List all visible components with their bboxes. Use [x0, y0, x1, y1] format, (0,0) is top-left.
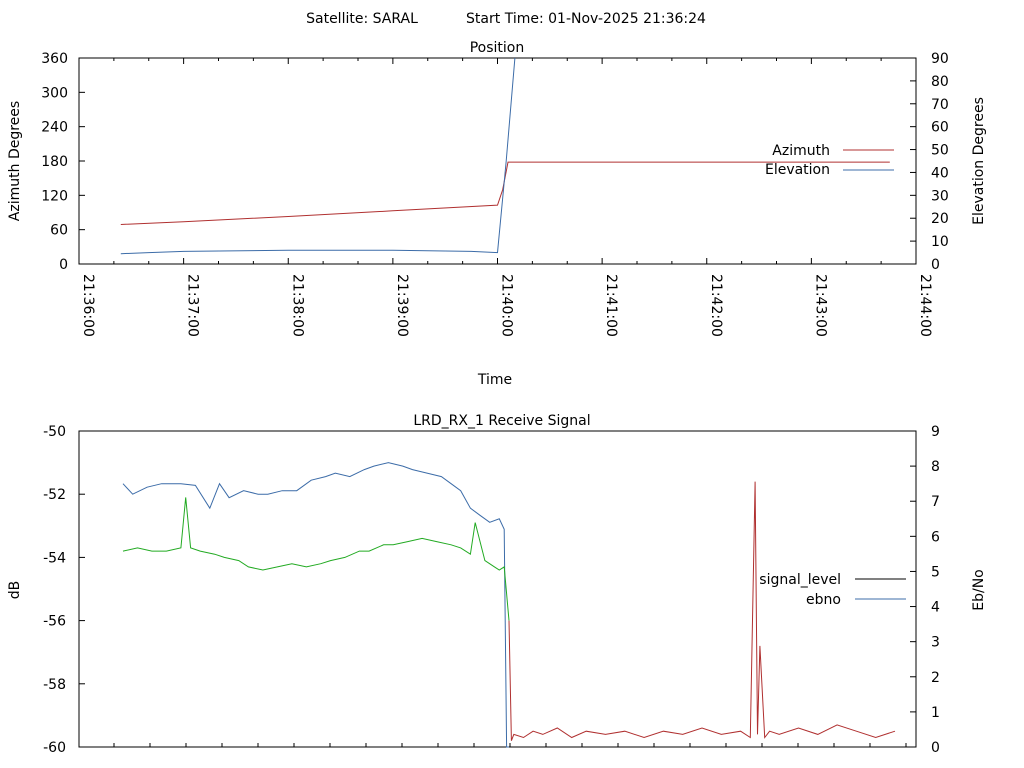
- y-tick-label: 180: [41, 154, 68, 170]
- y2-tick-label: 70: [931, 97, 949, 113]
- y2-tick-label: 20: [931, 211, 949, 227]
- y-tick-label: -58: [43, 677, 66, 693]
- y2-tick-label: 30: [931, 188, 949, 204]
- y2-tick-label: 60: [931, 120, 949, 136]
- y2-tick-label: 50: [931, 143, 949, 159]
- satellite-label: Satellite: SARAL: [306, 11, 418, 27]
- azimuth-axis-label: Azimuth Degrees: [7, 101, 23, 221]
- y-tick-label: -56: [43, 614, 66, 630]
- elevation-axis-label: Elevation Degrees: [971, 97, 987, 225]
- x-tick-label: 21:36:00: [80, 274, 96, 337]
- y2-tick-label: 1: [931, 705, 940, 721]
- legend-elevation-label: Elevation: [765, 162, 830, 178]
- y-tick-label: -54: [43, 550, 66, 566]
- y2-tick-label: 5: [931, 564, 940, 580]
- y2-tick-label: 3: [931, 635, 940, 651]
- receive-signal-title: LRD_RX_1 Receive Signal: [413, 413, 590, 429]
- y2-tick-label: 8: [931, 459, 940, 475]
- x-tick-label: 21:38:00: [289, 274, 305, 337]
- y-tick-label: -50: [43, 424, 66, 440]
- receive-signal-chart: LRD_RX_1 Receive Signal dB Eb/No -50 -52 -…: [7, 413, 987, 756]
- y-tick-label: 120: [41, 188, 68, 204]
- series-trace-3-line: [508, 481, 896, 741]
- y-tick-label: 360: [41, 51, 68, 67]
- time-axis-label: Time: [477, 372, 512, 388]
- y-tick-label: 60: [50, 223, 68, 239]
- y2-tick-label: 10: [931, 234, 949, 250]
- y2-tick-label: 0: [931, 257, 940, 273]
- x-tick-label: 21:44:00: [917, 274, 933, 337]
- start-time-label: Start Time: 01-Nov-2025 21:36:24: [466, 11, 706, 27]
- legend-azimuth-label: Azimuth: [772, 143, 830, 159]
- x-tick-label: 21:39:00: [394, 274, 410, 337]
- receive-plot-frame: [78, 430, 917, 748]
- y-tick-label: -52: [43, 487, 66, 503]
- y2-tick-label: 40: [931, 165, 949, 181]
- y2-tick-label: 4: [931, 600, 940, 616]
- position-chart: Position Azimuth Degrees Elevation Degre…: [7, 40, 987, 388]
- y2-tick-label: 9: [931, 424, 940, 440]
- series-ebno-line: [122, 462, 509, 748]
- y2-tick-label: 7: [931, 494, 940, 510]
- y-tick-label: 240: [41, 120, 68, 136]
- x-tick-label: 21:41:00: [603, 274, 619, 337]
- x-tick-label: 21:37:00: [185, 274, 201, 337]
- y-tick-label: -60: [43, 740, 66, 756]
- y2-tick-label: 90: [931, 51, 949, 67]
- legend-ebno-label: ebno: [806, 592, 841, 608]
- y-tick-label: 300: [41, 85, 68, 101]
- y-tick-label: 0: [59, 257, 68, 273]
- legend-signal-level-label: signal_level: [759, 572, 841, 588]
- position-chart-title: Position: [470, 40, 525, 56]
- db-axis-label: dB: [7, 581, 23, 600]
- series-elevation-line: [120, 58, 516, 255]
- x-tick-label: 21:43:00: [812, 274, 828, 337]
- y2-tick-label: 2: [931, 670, 940, 686]
- x-tick-label: 21:40:00: [499, 274, 515, 337]
- x-tick-label: 21:42:00: [708, 274, 724, 337]
- series-trace-2-line: [122, 497, 510, 621]
- y2-tick-label: 0: [931, 740, 940, 756]
- ebno-axis-label: Eb/No: [971, 569, 987, 611]
- position-legend: Azimuth Elevation: [765, 143, 894, 178]
- y2-tick-label: 80: [931, 74, 949, 90]
- y2-tick-label: 6: [931, 529, 940, 545]
- receive-legend: signal_level ebno: [759, 572, 906, 608]
- series-azimuth-line: [120, 161, 890, 225]
- position-plot-frame: [78, 57, 917, 265]
